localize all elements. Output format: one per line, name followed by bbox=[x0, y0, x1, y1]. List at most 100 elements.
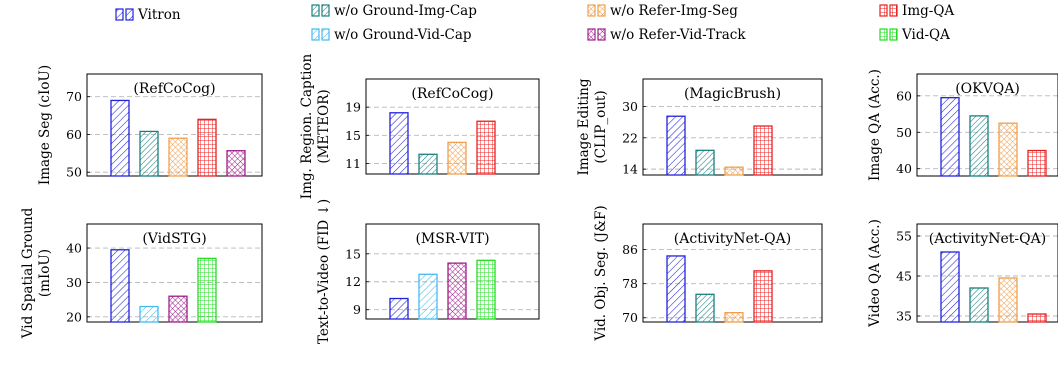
legend-swatch bbox=[597, 28, 606, 41]
y-tick-label: 70 bbox=[66, 89, 82, 104]
chart-title: (MagicBrush) bbox=[684, 86, 781, 102]
y-tick-label: 60 bbox=[66, 127, 82, 142]
legend-swatch bbox=[115, 8, 124, 21]
bar-w-o-refer-vid-track bbox=[226, 150, 246, 177]
y-tick-label: 9 bbox=[353, 302, 361, 317]
y-tick-label: 86 bbox=[622, 242, 638, 257]
legend-item-w-o-ground-img-cap: w/o Ground-Img-Cap bbox=[311, 3, 477, 19]
bar-vid-qa bbox=[197, 257, 217, 323]
chart-6-activitynet-qa: 70 78 86 (ActivityNet-QA) Vid. Obj. Seg. (J&… bbox=[593, 205, 823, 342]
bar-w-o-refer-vid-track bbox=[447, 262, 467, 320]
legend-label: Img-QA bbox=[902, 3, 954, 19]
legend-label: w/o Refer-Img-Seg bbox=[610, 3, 738, 19]
y-axis-label: Vid Spatial Ground bbox=[20, 207, 36, 339]
chart-1-refcocog: 11 15 19 (RefCoCog) Img. Region. Caption (MET… bbox=[299, 53, 540, 199]
y-tick-label: 70 bbox=[622, 310, 638, 325]
chart-title: (RefCoCog) bbox=[133, 81, 215, 97]
legend-swatch bbox=[889, 28, 898, 41]
legend-swatch bbox=[311, 4, 320, 17]
legend: Vitron w/o Ground-Img-Cap w/o Ground-Vid-C… bbox=[115, 3, 954, 43]
y-axis-label: Image QA (Acc.) bbox=[867, 69, 883, 181]
y-axis-label: (CLIP_out) bbox=[593, 90, 609, 163]
bar-vitron bbox=[389, 112, 409, 175]
legend-swatch bbox=[311, 28, 320, 41]
chart-title: (OKVQA) bbox=[955, 81, 1020, 97]
chart-7-activitynet-qa: 35 45 55 (ActivityNet-QA) Video QA (Acc.) bbox=[867, 219, 1058, 328]
y-tick-label: 30 bbox=[66, 275, 82, 290]
legend-label: Vid-QA bbox=[901, 27, 950, 43]
bar-vitron bbox=[389, 297, 409, 320]
y-tick-label: 45 bbox=[896, 269, 912, 284]
bar-w-o-ground-vid-cap bbox=[139, 305, 159, 323]
chart-title: (ActivityNet-QA) bbox=[929, 231, 1046, 247]
bar-w-o-ground-img-cap bbox=[418, 153, 438, 175]
legend-label: w/o Ground-Vid-Cap bbox=[334, 27, 472, 43]
bar-vitron bbox=[666, 115, 686, 176]
bar-w-o-refer-vid-track bbox=[168, 295, 188, 323]
legend-swatch bbox=[321, 4, 330, 17]
charts: 50 60 70 (RefCoCog) Image Seg (cIoU) 11 15 19 (R… bbox=[20, 53, 1058, 344]
y-tick-label: 35 bbox=[896, 309, 912, 324]
y-tick-label: 12 bbox=[345, 274, 361, 289]
legend-swatch bbox=[125, 8, 134, 21]
bar-w-o-refer-img-seg bbox=[724, 166, 744, 176]
bar-w-o-refer-img-seg bbox=[447, 141, 467, 175]
y-axis-label: Text-to-Video (FID ↓) bbox=[316, 199, 332, 344]
y-tick-label: 19 bbox=[345, 100, 361, 115]
bar-vid-qa bbox=[476, 259, 496, 320]
legend-item-vitron: Vitron bbox=[115, 7, 181, 23]
bar-w-o-refer-img-seg bbox=[998, 277, 1018, 323]
y-tick-label: 20 bbox=[66, 309, 82, 324]
chart-2-magicbrush: 14 22 30 (MagicBrush) Image Editing (CLIP_out… bbox=[576, 78, 823, 177]
bar-w-o-refer-img-seg bbox=[998, 122, 1018, 177]
chart-4-vidstg: 20 30 40 (VidSTG) Vid Spatial Ground (mIoU) bbox=[20, 207, 263, 339]
chart-5-msr-vit: 9 12 15 (MSR-VIT) Text-to-Video (FID ↓) bbox=[316, 199, 540, 344]
bar-vitron bbox=[666, 255, 686, 323]
y-tick-label: 55 bbox=[896, 229, 912, 244]
legend-item-w-o-refer-img-seg: w/o Refer-Img-Seg bbox=[587, 3, 738, 19]
y-tick-label: 11 bbox=[345, 156, 361, 171]
y-axis-label: (mIoU) bbox=[37, 249, 53, 297]
bar-vitron bbox=[940, 251, 960, 323]
chart-0-refcocog: 50 60 70 (RefCoCog) Image Seg (cIoU) bbox=[37, 65, 263, 185]
chart-title: (ActivityNet-QA) bbox=[674, 231, 791, 247]
y-tick-label: 40 bbox=[66, 241, 82, 256]
bar-img-qa bbox=[1027, 313, 1047, 323]
y-tick-label: 15 bbox=[345, 246, 361, 261]
chart-title: (RefCoCog) bbox=[411, 86, 493, 102]
chart-3-okvqa: 40 50 60 (OKVQA) Image QA (Acc.) bbox=[867, 69, 1058, 181]
legend-item-vid-qa: Vid-QA bbox=[879, 27, 950, 43]
bar-vitron bbox=[940, 97, 960, 177]
legend-swatch bbox=[879, 28, 888, 41]
y-tick-label: 60 bbox=[896, 88, 912, 103]
bar-w-o-ground-img-cap bbox=[139, 130, 159, 177]
y-tick-label: 40 bbox=[896, 161, 912, 176]
y-tick-label: 50 bbox=[66, 165, 82, 180]
bar-img-qa bbox=[753, 125, 773, 176]
bar-w-o-ground-img-cap bbox=[969, 115, 989, 177]
bar-img-qa bbox=[197, 118, 217, 177]
chart-title: (MSR-VIT) bbox=[415, 231, 489, 247]
y-tick-label: 78 bbox=[622, 276, 638, 291]
bar-img-qa bbox=[1027, 149, 1047, 177]
y-axis-label: Img. Region. Caption bbox=[299, 53, 315, 199]
bar-vitron bbox=[110, 99, 130, 177]
legend-item-w-o-ground-vid-cap: w/o Ground-Vid-Cap bbox=[311, 27, 472, 43]
y-axis-label: (METEOR) bbox=[316, 89, 332, 163]
bar-img-qa bbox=[476, 120, 496, 175]
y-tick-label: 22 bbox=[622, 130, 638, 145]
chart-title: (VidSTG) bbox=[142, 231, 206, 247]
legend-swatch bbox=[587, 4, 596, 17]
bar-w-o-ground-vid-cap bbox=[418, 273, 438, 320]
bar-w-o-ground-img-cap bbox=[695, 293, 715, 323]
legend-swatch bbox=[587, 28, 596, 41]
bar-w-o-ground-img-cap bbox=[695, 149, 715, 176]
legend-swatch bbox=[321, 28, 330, 41]
bar-w-o-refer-img-seg bbox=[168, 137, 188, 177]
legend-swatch bbox=[879, 4, 888, 17]
y-tick-label: 14 bbox=[622, 162, 638, 177]
bar-w-o-refer-img-seg bbox=[724, 311, 744, 323]
y-tick-label: 50 bbox=[896, 125, 912, 140]
legend-item-img-qa: Img-QA bbox=[879, 3, 954, 19]
